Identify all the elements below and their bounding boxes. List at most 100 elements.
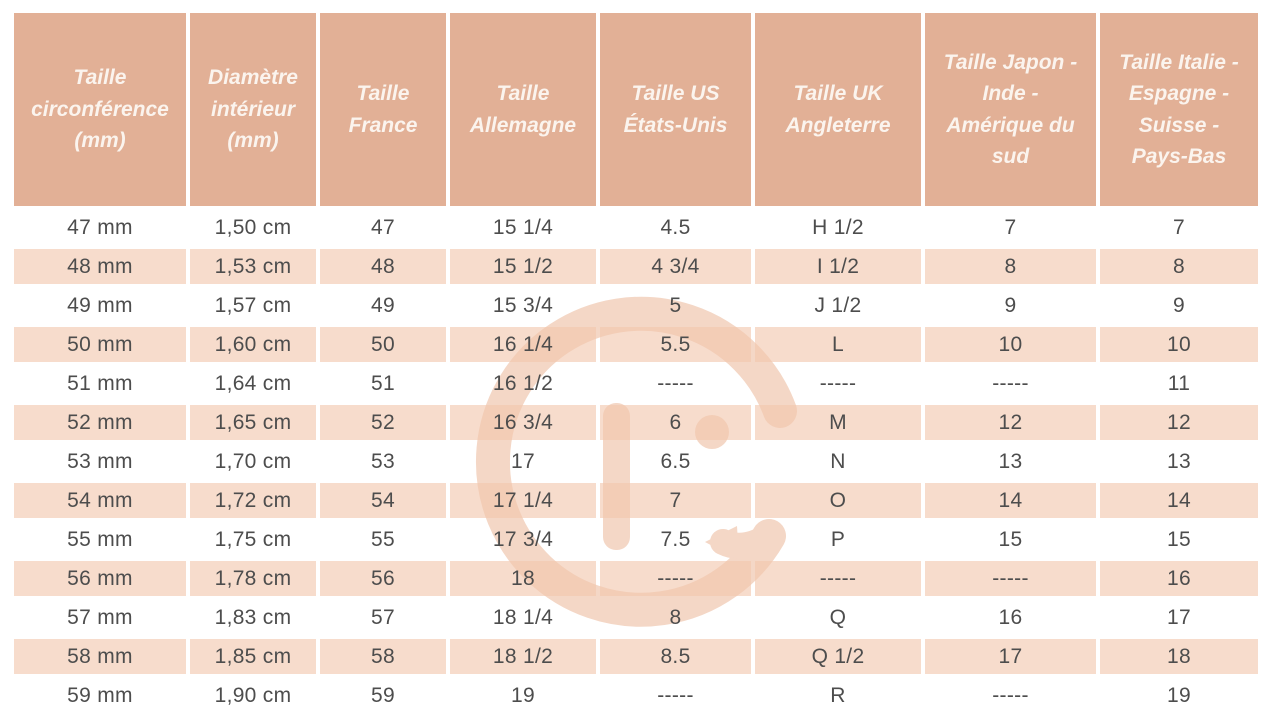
- table-cell: 9: [1004, 293, 1017, 317]
- table-cell: 15 1/4: [492, 215, 554, 239]
- table-cell: 8: [1100, 249, 1258, 284]
- table-cell: 17: [925, 639, 1096, 674]
- table-cell: 16 1/2: [492, 371, 554, 395]
- table-cell: 7.5: [660, 527, 691, 551]
- table-cell: 5.5: [600, 327, 751, 362]
- table-row: 57 mm 1,83 cm 57 18 1/4 8 Q 16 17: [14, 600, 1258, 635]
- table-cell: 57 mm: [67, 605, 133, 629]
- table-cell: 54: [320, 483, 446, 518]
- table-cell: Q: [829, 605, 847, 629]
- table-cell: 47: [371, 215, 395, 239]
- column-header: Taille Japon - Inde - Amérique du sud: [925, 13, 1096, 206]
- table-cell: 10: [1100, 327, 1258, 362]
- table-cell: L: [755, 327, 921, 362]
- table-cell: I 1/2: [755, 249, 921, 284]
- table-cell: 1,83 cm: [214, 605, 292, 629]
- table-cell: 13: [998, 449, 1023, 473]
- table-cell: M: [755, 405, 921, 440]
- table-row: 53 mm 1,70 cm 53 17 6.5 N 13 13: [14, 444, 1258, 479]
- table-row: 54 mm 1,72 cm 54 17 1/4 7 O 14 14: [14, 483, 1258, 518]
- table-cell: 7: [600, 483, 751, 518]
- table-cell: 18: [1100, 639, 1258, 674]
- table-cell: 1,64 cm: [214, 371, 292, 395]
- table-cell: -----: [992, 683, 1029, 707]
- table-cell: 55: [371, 527, 395, 551]
- table-cell: J 1/2: [814, 293, 862, 317]
- table-cell: 49: [371, 293, 395, 317]
- table-cell: 1,70 cm: [214, 449, 292, 473]
- table-cell: 56 mm: [14, 561, 186, 596]
- table-cell: 49 mm: [67, 293, 133, 317]
- table-cell: 52: [320, 405, 446, 440]
- table-cell: 4.5: [660, 215, 691, 239]
- table-cell: 1,90 cm: [214, 683, 292, 707]
- header-row: Taille circonférence (mm) Diamètre intéri…: [14, 13, 1258, 206]
- table-cell: 51: [371, 371, 395, 395]
- table-cell: 59 mm: [67, 683, 133, 707]
- table-row: 48 mm 1,53 cm 48 15 1/2 4 3/4 I 1/2 8 8: [14, 249, 1258, 284]
- table-cell: 17 1/4: [450, 483, 596, 518]
- table-cell: 17: [1167, 605, 1191, 629]
- table-cell: 19: [511, 683, 535, 707]
- table-cell: 52 mm: [14, 405, 186, 440]
- table-cell: H 1/2: [812, 215, 864, 239]
- table-cell: 16: [1100, 561, 1258, 596]
- table-row: 52 mm 1,65 cm 52 16 3/4 6 M 12 12: [14, 405, 1258, 440]
- table-cell: -----: [657, 683, 694, 707]
- table-cell: 7: [1004, 215, 1017, 239]
- table-cell: 48 mm: [14, 249, 186, 284]
- table-row: 47 mm 1,50 cm 47 15 1/4 4.5 H 1/2 7 7: [14, 210, 1258, 245]
- table-cell: 1,65 cm: [190, 405, 316, 440]
- table-row: 51 mm 1,64 cm 51 16 1/2 ----- ----- ----- 11: [14, 366, 1258, 401]
- table-cell: 15 1/2: [450, 249, 596, 284]
- table-cell: 9: [1173, 293, 1185, 317]
- table-cell: 16: [998, 605, 1023, 629]
- column-header: Taille Allemagne: [450, 13, 596, 206]
- table-cell: Q 1/2: [755, 639, 921, 674]
- table-body: 47 mm 1,50 cm 47 15 1/4 4.5 H 1/2 7 7 48 mm 1,53 …: [14, 210, 1258, 713]
- table-cell: 48: [320, 249, 446, 284]
- ring-size-table: Taille circonférence (mm) Diamètre intéri…: [10, 9, 1262, 717]
- table-cell: -----: [992, 371, 1029, 395]
- table-cell: 12: [925, 405, 1096, 440]
- table-cell: 1,78 cm: [190, 561, 316, 596]
- table-cell: 18 1/4: [492, 605, 554, 629]
- table-cell: 55 mm: [67, 527, 133, 551]
- column-header: Taille France: [320, 13, 446, 206]
- table-cell: 50 mm: [14, 327, 186, 362]
- table-cell: 58 mm: [14, 639, 186, 674]
- table-cell: P: [830, 527, 846, 551]
- table-cell: R: [830, 683, 846, 707]
- table-row: 55 mm 1,75 cm 55 17 3/4 7.5 P 15 15: [14, 522, 1258, 557]
- table-cell: 14: [1100, 483, 1258, 518]
- table-cell: 6.5: [660, 449, 691, 473]
- table-cell: 53 mm: [67, 449, 133, 473]
- table-cell: 50: [320, 327, 446, 362]
- table-cell: 13: [1167, 449, 1191, 473]
- column-header: Taille Italie - Espagne - Suisse - Pays-…: [1100, 13, 1258, 206]
- table-cell: 10: [925, 327, 1096, 362]
- table-row: 50 mm 1,60 cm 50 16 1/4 5.5 L 10 10: [14, 327, 1258, 362]
- table-cell: -----: [657, 371, 694, 395]
- table-cell: 12: [1100, 405, 1258, 440]
- table-cell: 54 mm: [14, 483, 186, 518]
- table-cell: 6: [600, 405, 751, 440]
- table-row: 59 mm 1,90 cm 59 19 ----- R ----- 19: [14, 678, 1258, 713]
- table-cell: 1,53 cm: [190, 249, 316, 284]
- table-cell: O: [755, 483, 921, 518]
- table-cell: 17: [511, 449, 535, 473]
- column-header: Taille UK Angleterre: [755, 13, 921, 206]
- table-cell: 1,50 cm: [214, 215, 292, 239]
- table-cell: 4 3/4: [600, 249, 751, 284]
- table-cell: 15: [998, 527, 1023, 551]
- table-cell: 5: [669, 293, 682, 317]
- table-cell: 15 3/4: [492, 293, 554, 317]
- table-cell: 15: [1167, 527, 1191, 551]
- table-cell: 8.5: [600, 639, 751, 674]
- table-cell: 1,72 cm: [190, 483, 316, 518]
- column-header: Taille circonférence (mm): [14, 13, 186, 206]
- table-cell: 18: [450, 561, 596, 596]
- table-cell: 47 mm: [67, 215, 133, 239]
- column-header: Diamètre intérieur (mm): [190, 13, 316, 206]
